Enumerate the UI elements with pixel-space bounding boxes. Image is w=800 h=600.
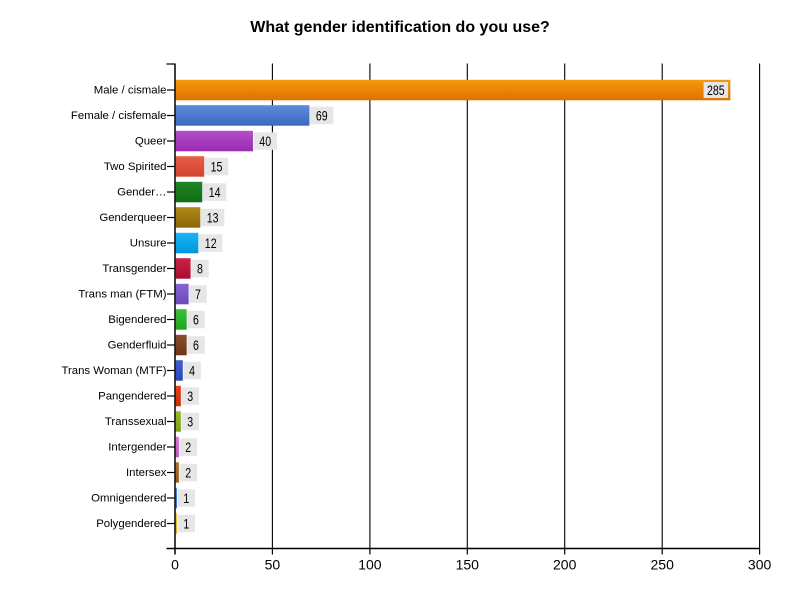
svg-text:Transgender: Transgender: [102, 263, 166, 275]
svg-text:Genderqueer: Genderqueer: [99, 212, 166, 224]
svg-text:300: 300: [748, 556, 772, 572]
svg-text:Pangendered: Pangendered: [98, 391, 166, 403]
svg-text:285: 285: [707, 82, 725, 98]
svg-text:Gender…: Gender…: [117, 187, 166, 199]
svg-text:Trans Woman (MTF): Trans Woman (MTF): [61, 365, 166, 377]
svg-text:3: 3: [187, 388, 193, 404]
svg-text:Female / cisfemale: Female / cisfemale: [71, 110, 167, 122]
svg-text:Transsexual: Transsexual: [105, 416, 167, 428]
svg-text:0: 0: [171, 556, 179, 572]
svg-text:Queer: Queer: [135, 136, 167, 148]
svg-text:40: 40: [259, 133, 271, 149]
svg-text:7: 7: [195, 286, 201, 302]
svg-text:Genderfluid: Genderfluid: [108, 340, 167, 352]
svg-text:14: 14: [209, 184, 221, 200]
svg-text:Intersex: Intersex: [126, 467, 167, 479]
svg-text:15: 15: [211, 158, 223, 174]
svg-text:200: 200: [553, 556, 577, 572]
svg-text:Unsure: Unsure: [130, 238, 167, 250]
svg-text:Trans man (FTM): Trans man (FTM): [78, 289, 166, 301]
svg-text:Polygendered: Polygendered: [96, 518, 166, 530]
svg-text:3: 3: [187, 413, 193, 429]
svg-text:150: 150: [456, 556, 480, 572]
svg-text:13: 13: [207, 209, 219, 225]
svg-text:50: 50: [265, 556, 281, 572]
svg-text:1: 1: [183, 515, 189, 531]
svg-text:Two Spirited: Two Spirited: [104, 161, 167, 173]
svg-text:4: 4: [189, 362, 195, 378]
svg-text:1: 1: [183, 490, 189, 506]
svg-text:2: 2: [185, 439, 191, 455]
svg-text:69: 69: [316, 107, 328, 123]
svg-text:What gender identification do: What gender identification do you use?: [250, 19, 550, 36]
svg-text:2: 2: [185, 464, 191, 480]
svg-text:8: 8: [197, 260, 203, 276]
svg-text:100: 100: [358, 556, 382, 572]
svg-text:12: 12: [205, 235, 217, 251]
svg-text:250: 250: [651, 556, 675, 572]
svg-text:Bigendered: Bigendered: [108, 314, 166, 326]
svg-text:6: 6: [193, 311, 199, 327]
svg-text:Omnigendered: Omnigendered: [91, 493, 166, 505]
svg-text:Male / cismale: Male / cismale: [94, 85, 167, 97]
svg-text:Intergender: Intergender: [108, 442, 166, 454]
svg-text:6: 6: [193, 337, 199, 353]
